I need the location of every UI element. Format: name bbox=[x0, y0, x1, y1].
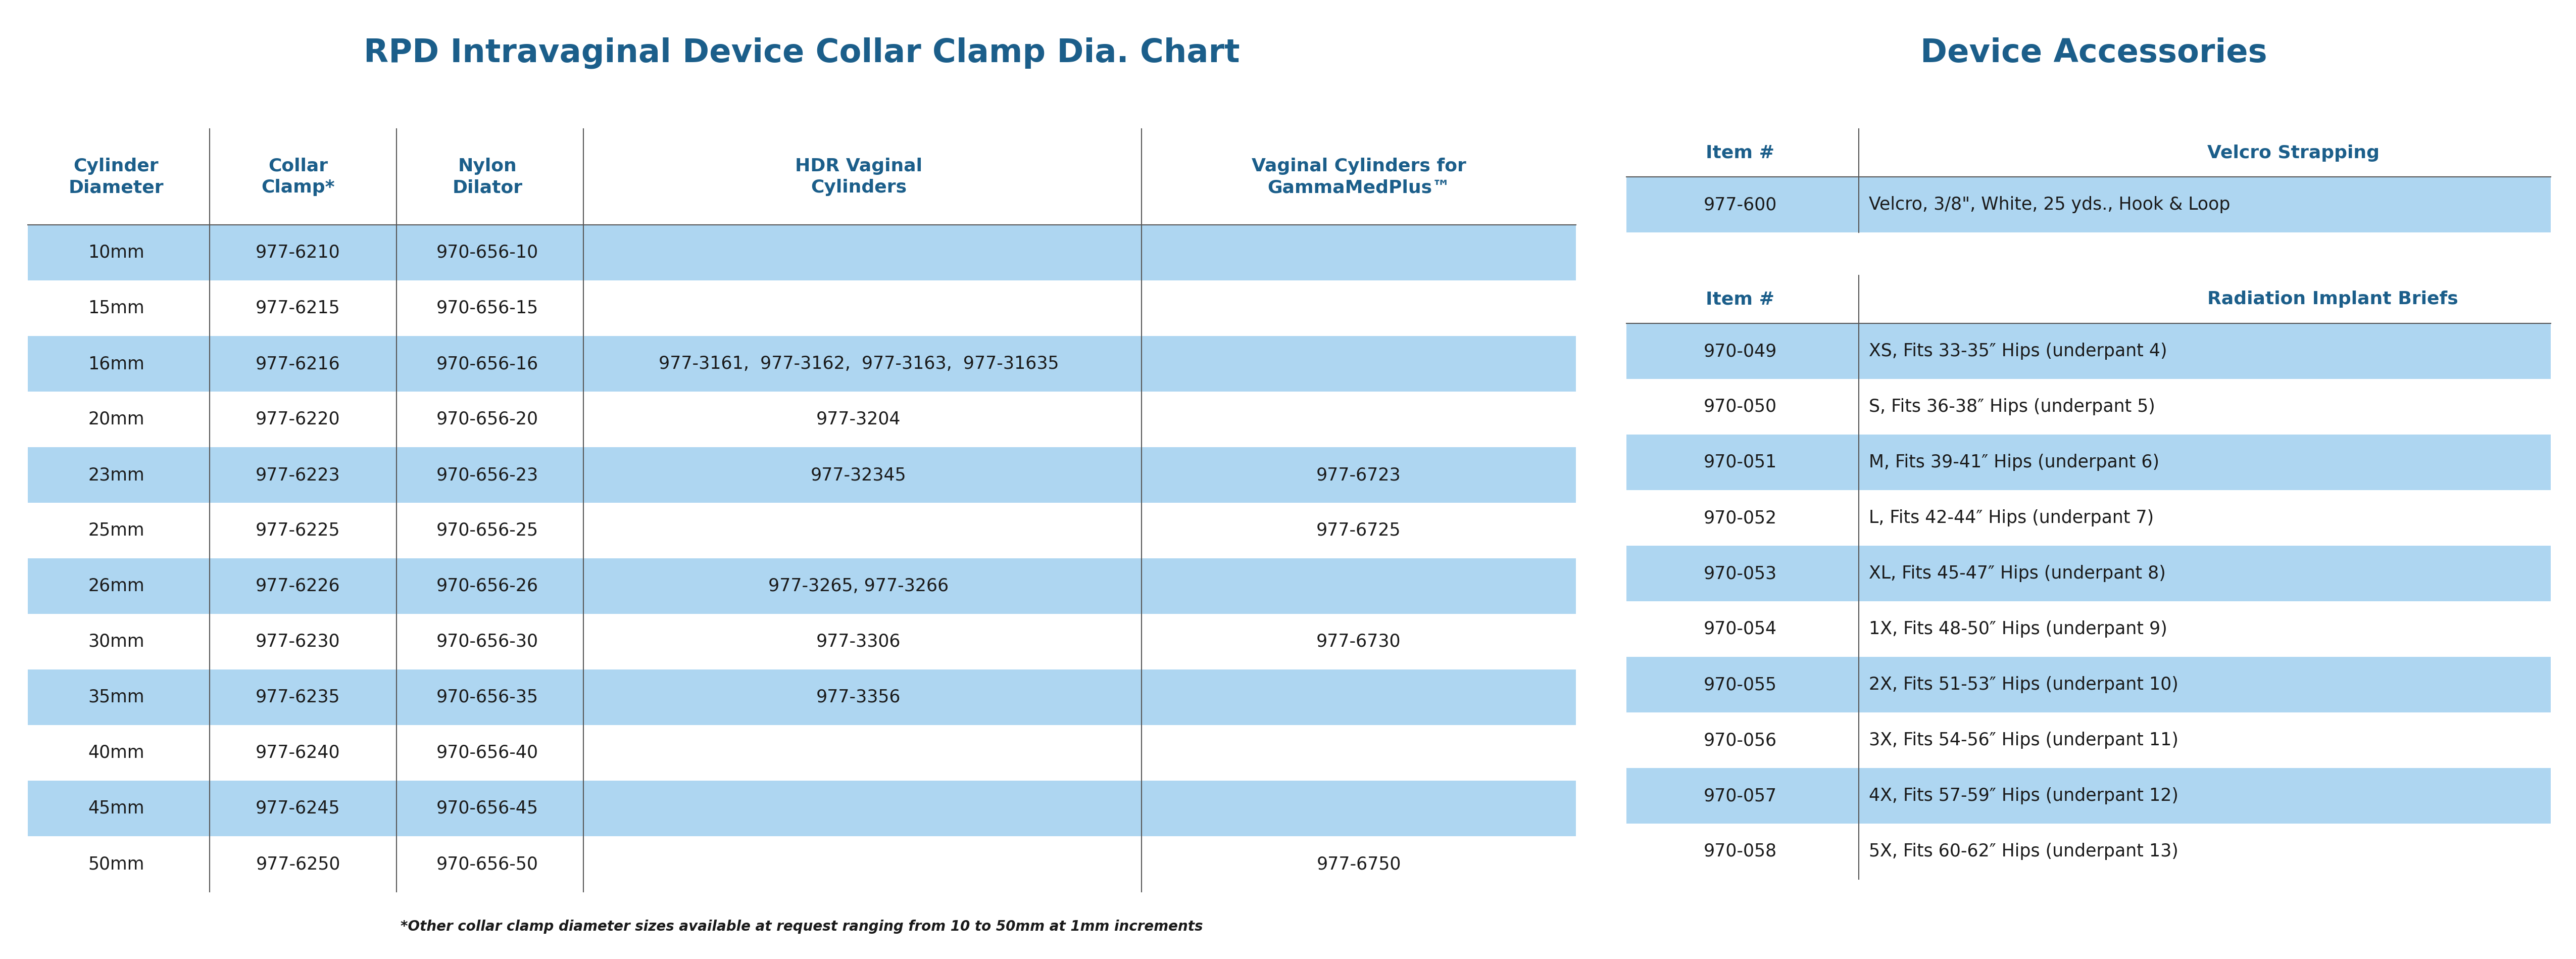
Text: 970-057: 970-057 bbox=[1703, 787, 1777, 805]
Text: 977-6730: 977-6730 bbox=[1316, 633, 1401, 650]
Text: 970-656-35: 970-656-35 bbox=[435, 689, 538, 706]
Text: 977-6225: 977-6225 bbox=[255, 522, 340, 539]
Text: 970-052: 970-052 bbox=[1703, 509, 1777, 526]
Text: 977-600: 977-600 bbox=[1703, 196, 1777, 213]
Bar bbox=[28, 781, 1577, 836]
Text: 20mm: 20mm bbox=[88, 410, 144, 428]
Bar bbox=[1625, 768, 2550, 824]
Text: 50mm: 50mm bbox=[88, 855, 144, 873]
Text: Nylon
Dilator: Nylon Dilator bbox=[453, 157, 523, 196]
Text: Item #: Item # bbox=[1705, 291, 1775, 308]
Bar bbox=[1625, 176, 2550, 232]
Text: 970-656-16: 970-656-16 bbox=[435, 355, 538, 372]
Text: 970-058: 970-058 bbox=[1703, 843, 1777, 860]
Text: 977-6230: 977-6230 bbox=[255, 633, 340, 650]
Text: Collar
Clamp*: Collar Clamp* bbox=[260, 157, 335, 196]
Text: 977-6235: 977-6235 bbox=[255, 689, 340, 706]
Text: 16mm: 16mm bbox=[88, 355, 144, 372]
Text: RPD Intravaginal Device Collar Clamp Dia. Chart: RPD Intravaginal Device Collar Clamp Dia… bbox=[363, 37, 1239, 69]
Text: 977-6226: 977-6226 bbox=[255, 577, 340, 595]
Text: 40mm: 40mm bbox=[88, 744, 144, 761]
Text: 977-3265, 977-3266: 977-3265, 977-3266 bbox=[768, 577, 948, 595]
Bar bbox=[1625, 323, 2550, 379]
Text: 977-32345: 977-32345 bbox=[811, 466, 907, 483]
Text: 1X, Fits 48-50″ Hips (underpant 9): 1X, Fits 48-50″ Hips (underpant 9) bbox=[1868, 620, 2166, 638]
Text: 970-049: 970-049 bbox=[1703, 342, 1777, 360]
Bar bbox=[1625, 657, 2550, 713]
Text: 970-054: 970-054 bbox=[1703, 620, 1777, 638]
Text: Radiation Implant Briefs: Radiation Implant Briefs bbox=[2208, 291, 2458, 308]
Text: 977-6723: 977-6723 bbox=[1316, 466, 1401, 483]
Bar bbox=[28, 558, 1577, 614]
Text: Vaginal Cylinders for
GammaMedPlus™: Vaginal Cylinders for GammaMedPlus™ bbox=[1252, 157, 1466, 196]
Text: 977-6725: 977-6725 bbox=[1316, 522, 1401, 539]
Text: 977-6240: 977-6240 bbox=[255, 744, 340, 761]
Text: 977-6250: 977-6250 bbox=[255, 855, 340, 873]
Text: 970-656-20: 970-656-20 bbox=[435, 410, 538, 428]
Text: 977-3306: 977-3306 bbox=[817, 633, 902, 650]
Text: 970-656-50: 970-656-50 bbox=[435, 855, 538, 873]
Text: Cylinder
Diameter: Cylinder Diameter bbox=[70, 157, 165, 196]
Text: 3X, Fits 54-56″ Hips (underpant 11): 3X, Fits 54-56″ Hips (underpant 11) bbox=[1868, 732, 2179, 749]
Text: 2X, Fits 51-53″ Hips (underpant 10): 2X, Fits 51-53″ Hips (underpant 10) bbox=[1868, 676, 2179, 693]
Text: 30mm: 30mm bbox=[88, 633, 144, 650]
Text: 970-656-30: 970-656-30 bbox=[435, 633, 538, 650]
Text: 977-6210: 977-6210 bbox=[255, 244, 340, 261]
Bar bbox=[28, 224, 1577, 280]
Text: 970-056: 970-056 bbox=[1703, 732, 1777, 749]
Text: HDR Vaginal
Cylinders: HDR Vaginal Cylinders bbox=[796, 157, 922, 196]
Text: 10mm: 10mm bbox=[88, 244, 144, 261]
Text: 970-055: 970-055 bbox=[1703, 676, 1777, 693]
Bar bbox=[28, 669, 1577, 725]
Text: 4X, Fits 57-59″ Hips (underpant 12): 4X, Fits 57-59″ Hips (underpant 12) bbox=[1868, 787, 2179, 805]
Text: 970-050: 970-050 bbox=[1703, 398, 1777, 415]
Text: 970-656-25: 970-656-25 bbox=[435, 522, 538, 539]
Text: Velcro, 3/8", White, 25 yds., Hook & Loop: Velcro, 3/8", White, 25 yds., Hook & Loo… bbox=[1868, 196, 2231, 213]
Text: 977-3356: 977-3356 bbox=[817, 689, 902, 706]
Text: XS, Fits 33-35″ Hips (underpant 4): XS, Fits 33-35″ Hips (underpant 4) bbox=[1868, 342, 2166, 360]
Text: 970-656-40: 970-656-40 bbox=[435, 744, 538, 761]
Text: 5X, Fits 60-62″ Hips (underpant 13): 5X, Fits 60-62″ Hips (underpant 13) bbox=[1868, 843, 2179, 860]
Text: 15mm: 15mm bbox=[88, 299, 144, 316]
Text: 977-6223: 977-6223 bbox=[255, 466, 340, 483]
Text: S, Fits 36-38″ Hips (underpant 5): S, Fits 36-38″ Hips (underpant 5) bbox=[1868, 398, 2156, 415]
Text: 977-3161,  977-3162,  977-3163,  977-31635: 977-3161, 977-3162, 977-3163, 977-31635 bbox=[659, 355, 1059, 372]
Text: 26mm: 26mm bbox=[88, 577, 144, 595]
Bar bbox=[28, 336, 1577, 391]
Text: Item #: Item # bbox=[1705, 144, 1775, 161]
Text: Velcro Strapping: Velcro Strapping bbox=[2208, 144, 2380, 161]
Text: Device Accessories: Device Accessories bbox=[1919, 37, 2267, 69]
Text: 35mm: 35mm bbox=[88, 689, 144, 706]
Text: 977-6216: 977-6216 bbox=[255, 355, 340, 372]
Text: L, Fits 42-44″ Hips (underpant 7): L, Fits 42-44″ Hips (underpant 7) bbox=[1868, 509, 2154, 526]
Text: 970-656-10: 970-656-10 bbox=[435, 244, 538, 261]
Text: *Other collar clamp diameter sizes available at request ranging from 10 to 50mm : *Other collar clamp diameter sizes avail… bbox=[402, 920, 1203, 934]
Text: 977-6220: 977-6220 bbox=[255, 410, 340, 428]
Bar bbox=[1625, 546, 2550, 601]
Text: 977-6245: 977-6245 bbox=[255, 800, 340, 817]
Text: 977-6215: 977-6215 bbox=[255, 299, 340, 316]
Text: 45mm: 45mm bbox=[88, 800, 144, 817]
Text: 970-051: 970-051 bbox=[1703, 454, 1777, 471]
Text: M, Fits 39-41″ Hips (underpant 6): M, Fits 39-41″ Hips (underpant 6) bbox=[1868, 454, 2159, 471]
Text: 23mm: 23mm bbox=[88, 466, 144, 483]
Text: 977-6750: 977-6750 bbox=[1316, 855, 1401, 873]
Text: 970-656-45: 970-656-45 bbox=[435, 800, 538, 817]
Bar bbox=[1625, 434, 2550, 490]
Text: 977-3204: 977-3204 bbox=[817, 410, 902, 428]
Text: 25mm: 25mm bbox=[88, 522, 144, 539]
Text: 970-053: 970-053 bbox=[1703, 565, 1777, 582]
Text: 970-656-15: 970-656-15 bbox=[435, 299, 538, 316]
Text: 970-656-23: 970-656-23 bbox=[435, 466, 538, 483]
Text: 970-656-26: 970-656-26 bbox=[435, 577, 538, 595]
Text: XL, Fits 45-47″ Hips (underpant 8): XL, Fits 45-47″ Hips (underpant 8) bbox=[1868, 565, 2166, 582]
Bar bbox=[28, 447, 1577, 503]
